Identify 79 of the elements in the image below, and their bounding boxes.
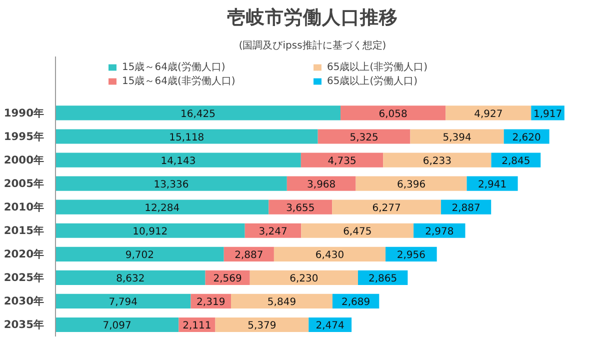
bar <box>318 129 410 144</box>
bar <box>56 106 341 120</box>
bar <box>56 317 179 332</box>
bar <box>56 294 191 308</box>
data-label: 6,233 <box>422 156 452 168</box>
data-label: 2,956 <box>396 250 426 262</box>
data-label: 12,284 <box>144 203 180 214</box>
data-label: 8,632 <box>116 274 145 285</box>
y-tick-label: 2035年 <box>4 318 45 332</box>
data-label: 2,620 <box>512 132 541 144</box>
data-label: 2,865 <box>368 274 398 285</box>
y-tick-label: 1995年 <box>4 130 45 143</box>
data-label: 6,430 <box>315 250 344 262</box>
data-label: 4,735 <box>328 156 356 168</box>
bar <box>56 270 206 285</box>
data-label: 6,277 <box>372 203 401 214</box>
bar <box>356 176 467 191</box>
bar <box>56 223 245 238</box>
legend-label: 15歳～64歳(非労働人口) <box>122 74 236 88</box>
bar <box>250 270 358 285</box>
bar <box>56 152 301 168</box>
data-label: 2,319 <box>196 297 226 308</box>
data-label: 6,058 <box>378 108 408 120</box>
bar <box>274 246 386 262</box>
data-label: 2,111 <box>182 320 212 332</box>
data-label: 5,379 <box>248 320 276 332</box>
data-label: 2,941 <box>478 180 507 191</box>
y-tick-label: 2005年 <box>4 177 45 190</box>
y-tick-label: 2025年 <box>4 271 45 284</box>
data-label: 6,396 <box>396 180 426 191</box>
bar <box>56 200 269 214</box>
data-label: 2,978 <box>425 226 454 238</box>
legend-label: 15歳～64歳(労働人口) <box>122 60 226 74</box>
bar <box>300 152 384 168</box>
data-label: 6,230 <box>290 274 318 285</box>
data-label: 4,927 <box>474 108 503 120</box>
legend-label: 65歳以上(非労働人口) <box>327 60 429 74</box>
data-label: 7,794 <box>108 297 138 308</box>
data-label: 2,845 <box>502 156 530 168</box>
bar <box>215 317 309 332</box>
y-tick-label: 2020年 <box>4 248 45 261</box>
data-label: 3,655 <box>286 203 315 214</box>
data-label: 10,912 <box>132 226 168 238</box>
data-label: 14,143 <box>160 156 196 168</box>
data-label: 2,887 <box>234 250 264 262</box>
data-label: 13,336 <box>154 180 189 191</box>
data-label: 9,702 <box>125 250 154 262</box>
y-tick-label: 2030年 <box>4 294 45 308</box>
data-label: 5,849 <box>267 297 296 308</box>
chart-subtitle: (国調及びipss推計に基づく想定) <box>238 40 386 52</box>
y-tick-label: 2015年 <box>4 224 45 238</box>
bar <box>56 176 287 191</box>
bar <box>383 152 492 168</box>
data-label: 2,689 <box>342 297 370 308</box>
bar <box>56 129 318 144</box>
data-label: 5,394 <box>442 132 472 144</box>
bar <box>446 106 532 120</box>
legend-label: 65歳以上(労働人口) <box>327 74 419 88</box>
y-tick-label: 2000年 <box>4 154 45 167</box>
y-tick-label: 2010年 <box>4 200 45 214</box>
bar <box>332 200 442 214</box>
chart-title: 壱岐市労働人口推移 <box>227 6 398 28</box>
bar <box>301 223 414 238</box>
bar <box>56 246 224 262</box>
bar <box>340 106 446 120</box>
data-label: 2,887 <box>452 203 480 214</box>
bar <box>410 129 504 144</box>
data-label: 16,425 <box>180 108 216 120</box>
data-label: 6,475 <box>343 226 372 238</box>
data-label: 2,474 <box>316 320 344 332</box>
data-label: 2,569 <box>213 274 242 285</box>
data-label: 15,118 <box>169 132 204 144</box>
data-label: 5,325 <box>350 132 378 144</box>
y-tick-label: 1990年 <box>4 106 45 120</box>
data-label: 3,968 <box>307 180 336 191</box>
data-label: 3,247 <box>258 226 288 238</box>
data-label: 7,097 <box>102 320 132 332</box>
data-label: 1,917 <box>533 108 562 120</box>
bar <box>230 294 332 308</box>
